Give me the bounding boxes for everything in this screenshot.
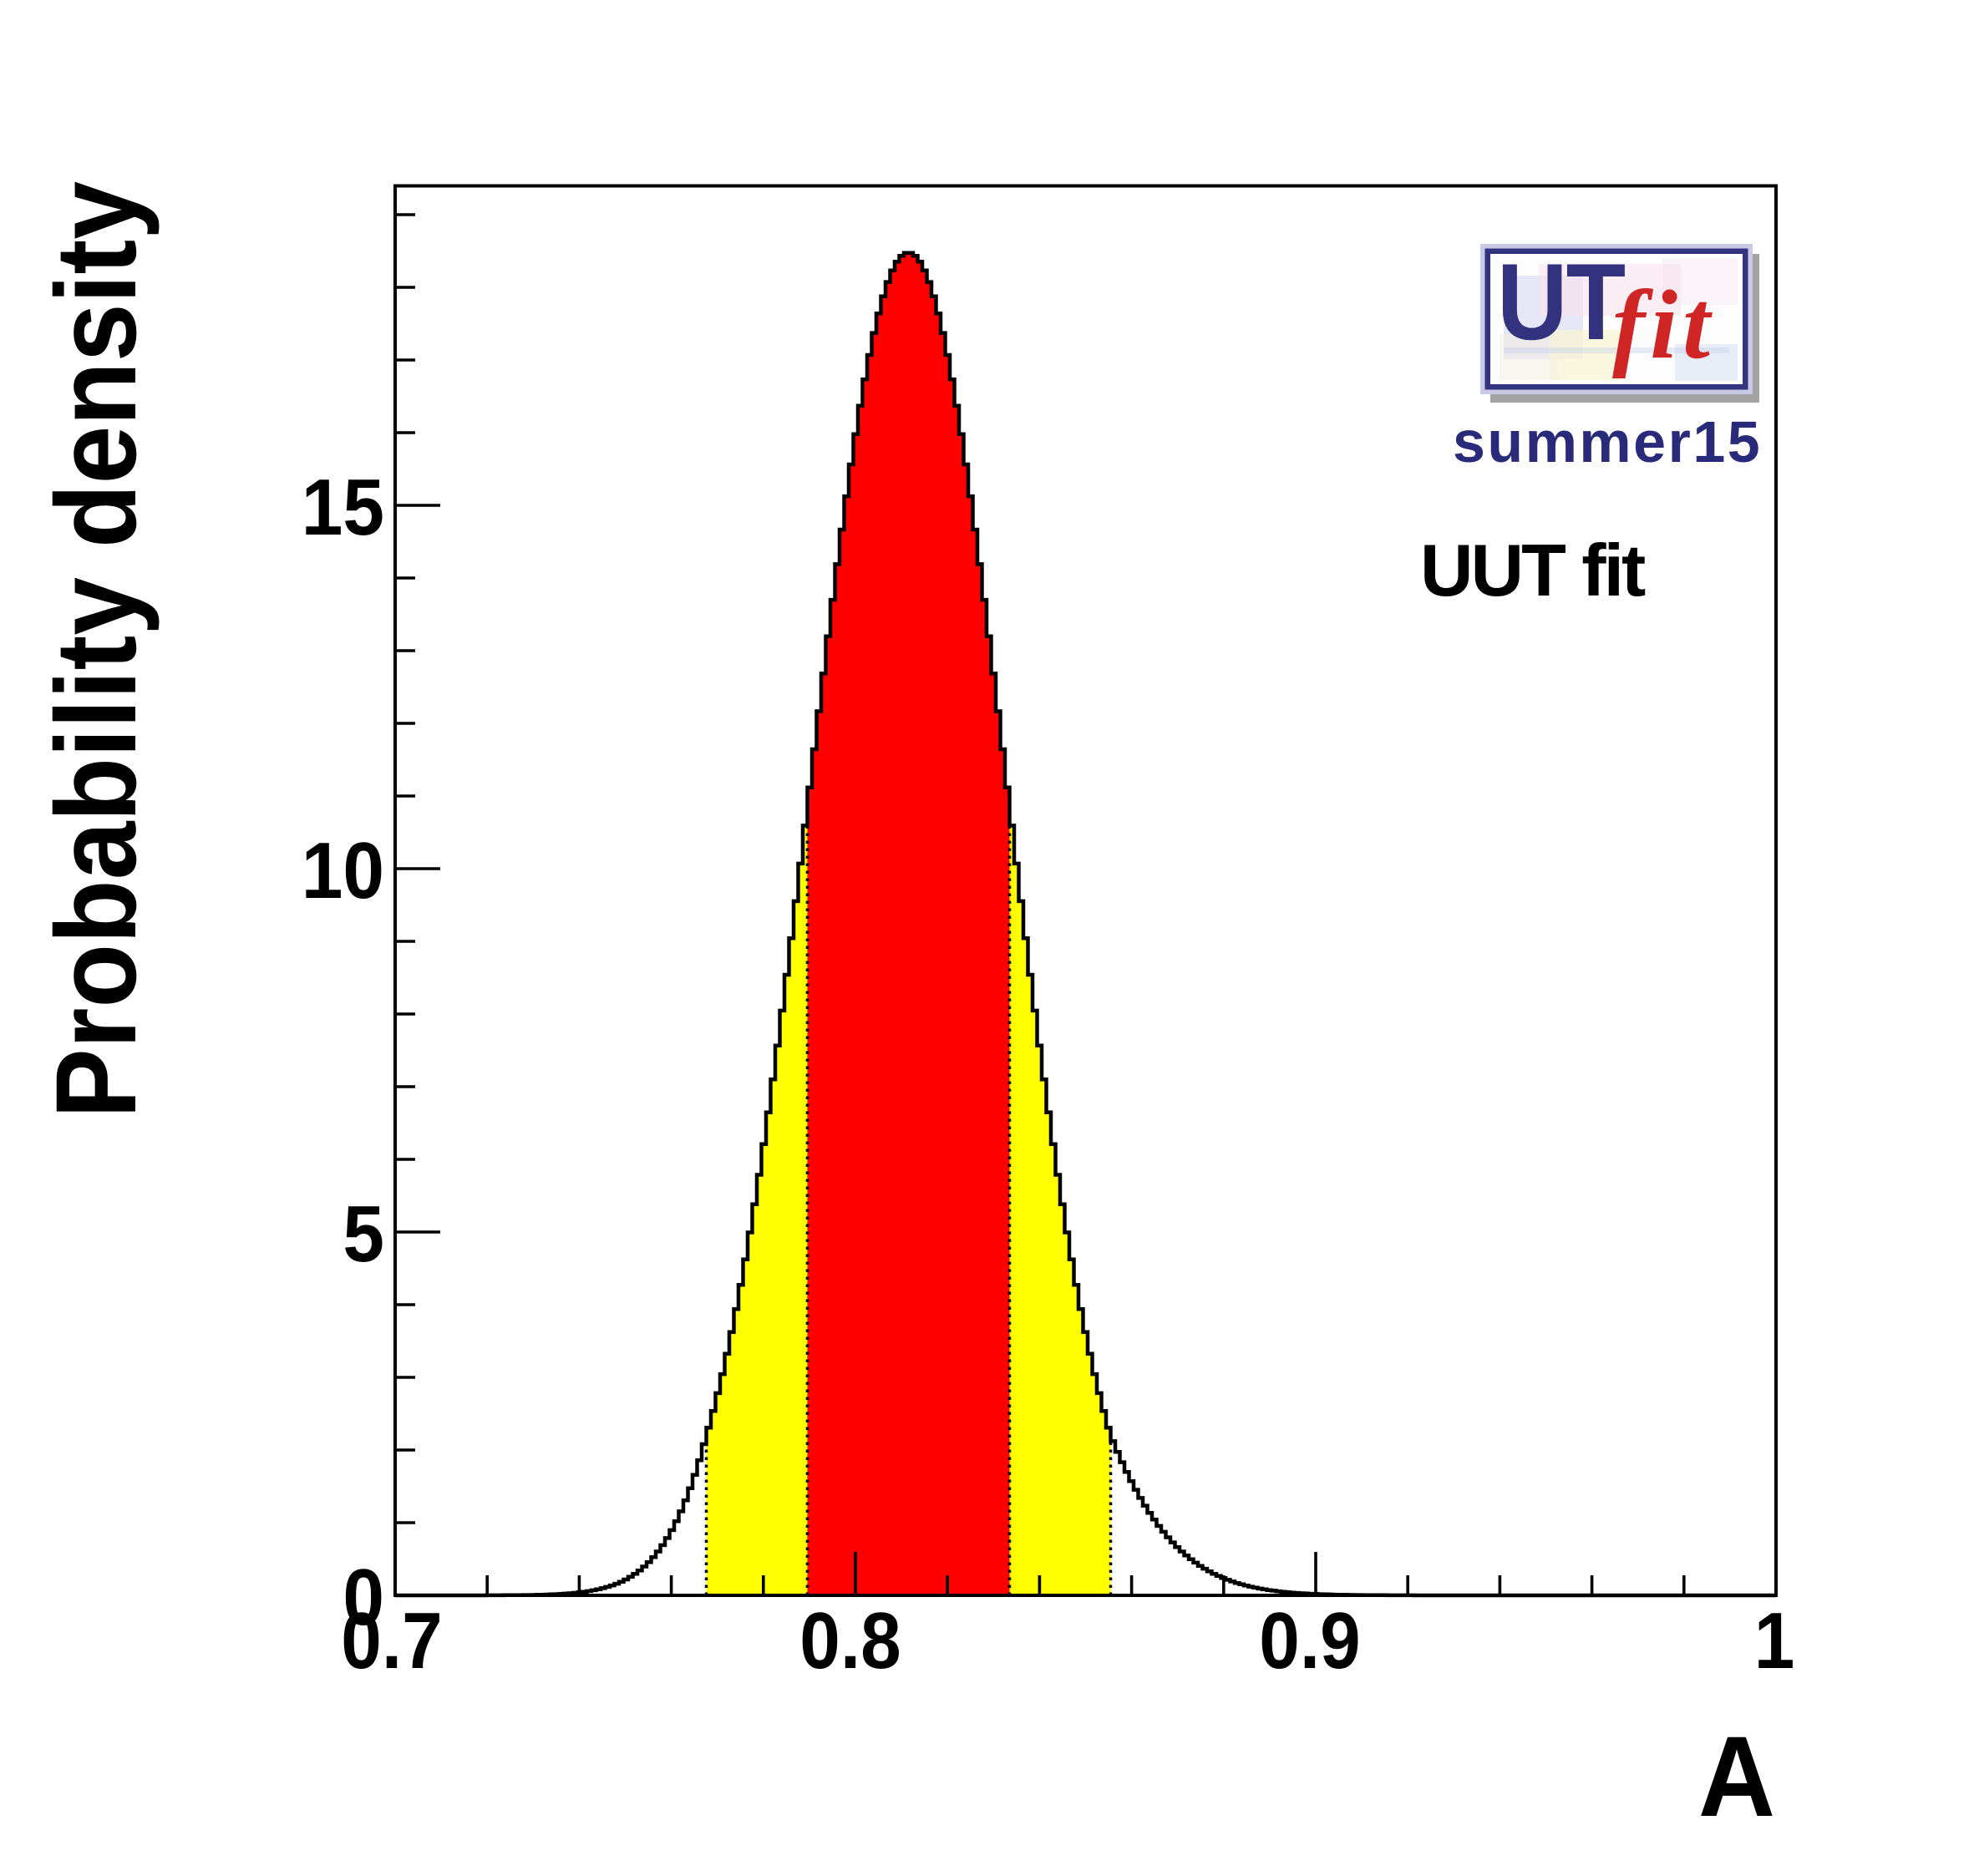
svg-text:Probability density: Probability density (33, 181, 160, 1118)
svg-text:fit: fit (1612, 270, 1715, 379)
svg-text:UT: UT (1497, 241, 1626, 363)
svg-text:A: A (1698, 1713, 1775, 1841)
svg-text:1: 1 (1754, 1596, 1795, 1686)
svg-text:0.8: 0.8 (799, 1596, 901, 1686)
svg-text:5: 5 (343, 1189, 384, 1279)
svg-text:0.9: 0.9 (1259, 1596, 1360, 1686)
svg-text:0.7: 0.7 (341, 1596, 442, 1686)
svg-text:0: 0 (343, 1552, 384, 1642)
svg-text:10: 10 (302, 825, 384, 915)
svg-text:15: 15 (302, 462, 384, 552)
svg-text:UUT fit: UUT fit (1420, 529, 1646, 611)
svg-text:summer15: summer15 (1453, 409, 1762, 474)
